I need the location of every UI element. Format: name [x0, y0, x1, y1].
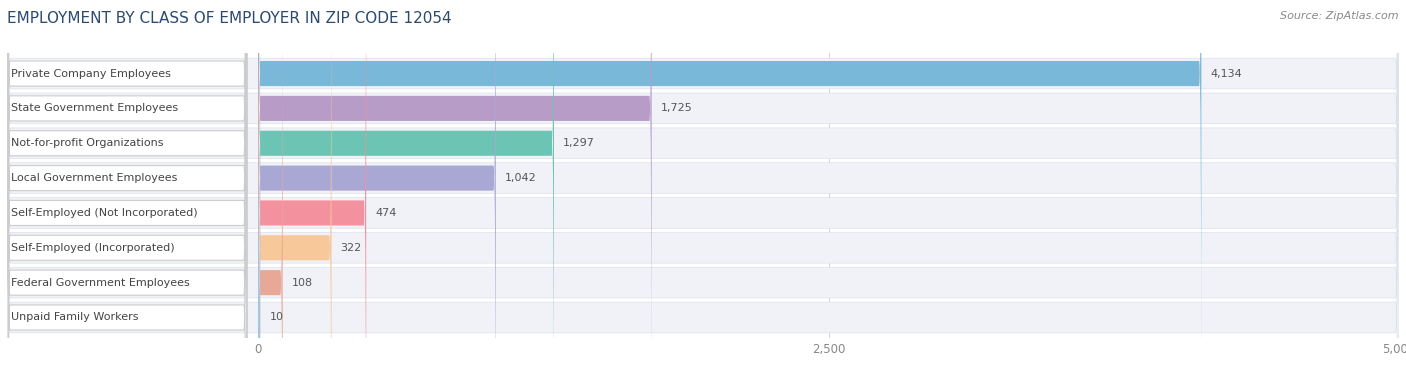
- FancyBboxPatch shape: [7, 0, 1399, 376]
- Text: 1,042: 1,042: [505, 173, 537, 183]
- FancyBboxPatch shape: [7, 0, 1399, 376]
- Text: Private Company Employees: Private Company Employees: [11, 68, 172, 79]
- FancyBboxPatch shape: [7, 0, 1399, 376]
- Text: Unpaid Family Workers: Unpaid Family Workers: [11, 312, 139, 323]
- FancyBboxPatch shape: [259, 0, 260, 376]
- FancyBboxPatch shape: [7, 0, 246, 376]
- FancyBboxPatch shape: [7, 0, 246, 376]
- FancyBboxPatch shape: [7, 0, 246, 376]
- Text: 1,297: 1,297: [564, 138, 595, 148]
- FancyBboxPatch shape: [7, 0, 1399, 376]
- FancyBboxPatch shape: [7, 0, 246, 376]
- FancyBboxPatch shape: [7, 0, 246, 376]
- Text: Self-Employed (Not Incorporated): Self-Employed (Not Incorporated): [11, 208, 198, 218]
- FancyBboxPatch shape: [259, 0, 554, 376]
- Text: Source: ZipAtlas.com: Source: ZipAtlas.com: [1281, 11, 1399, 21]
- FancyBboxPatch shape: [7, 0, 246, 376]
- FancyBboxPatch shape: [7, 0, 246, 376]
- FancyBboxPatch shape: [259, 0, 496, 376]
- FancyBboxPatch shape: [259, 0, 332, 376]
- Text: Not-for-profit Organizations: Not-for-profit Organizations: [11, 138, 163, 148]
- FancyBboxPatch shape: [7, 0, 246, 376]
- FancyBboxPatch shape: [7, 0, 1399, 376]
- FancyBboxPatch shape: [259, 0, 651, 376]
- Text: Self-Employed (Incorporated): Self-Employed (Incorporated): [11, 243, 174, 253]
- Text: Federal Government Employees: Federal Government Employees: [11, 277, 190, 288]
- Text: 108: 108: [292, 277, 314, 288]
- Text: 10: 10: [270, 312, 284, 323]
- FancyBboxPatch shape: [259, 0, 283, 376]
- Text: 322: 322: [340, 243, 361, 253]
- FancyBboxPatch shape: [7, 0, 1399, 376]
- FancyBboxPatch shape: [7, 0, 1399, 376]
- FancyBboxPatch shape: [7, 0, 1399, 376]
- Text: EMPLOYMENT BY CLASS OF EMPLOYER IN ZIP CODE 12054: EMPLOYMENT BY CLASS OF EMPLOYER IN ZIP C…: [7, 11, 451, 26]
- Text: 474: 474: [375, 208, 396, 218]
- Text: 4,134: 4,134: [1211, 68, 1243, 79]
- FancyBboxPatch shape: [259, 0, 366, 376]
- Text: 1,725: 1,725: [661, 103, 693, 114]
- FancyBboxPatch shape: [259, 0, 1201, 376]
- Text: State Government Employees: State Government Employees: [11, 103, 179, 114]
- Text: Local Government Employees: Local Government Employees: [11, 173, 177, 183]
